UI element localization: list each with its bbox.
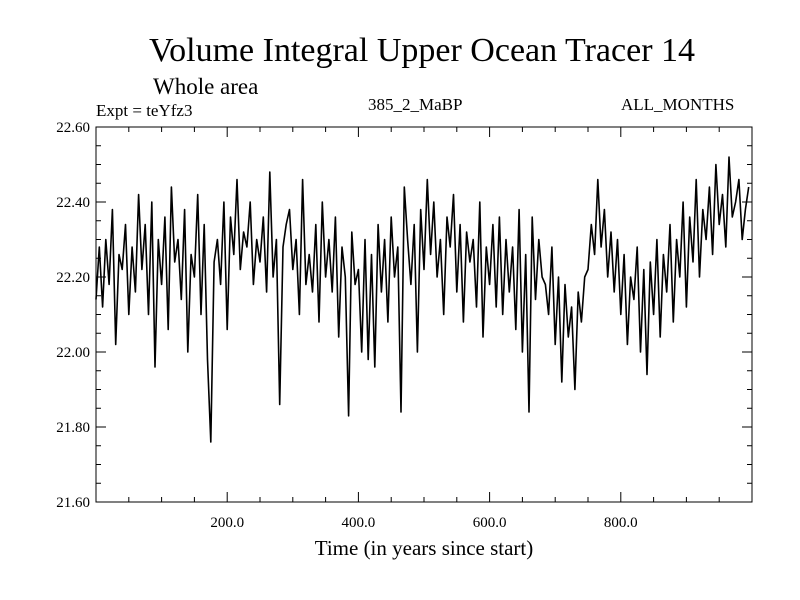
y-tick-label: 21.60	[56, 495, 90, 511]
x-axis-label: Time (in years since start)	[314, 536, 534, 560]
run-label: 385_2_MaBP	[368, 95, 463, 114]
series-line	[95, 156, 750, 443]
x-tick-label: 600.0	[473, 515, 507, 531]
y-tick-label: 22.60	[56, 120, 90, 136]
y-tick-label: 21.80	[56, 420, 90, 436]
chart-subtitle: Whole area	[153, 74, 259, 99]
axis-tick-labels: 200.0 400.0 600.0 800.0 21.60 21.80 22.00 22.20…	[56, 120, 637, 531]
experiment-label: Expt = teYfz3	[96, 101, 193, 120]
y-tick-label: 22.20	[56, 270, 90, 286]
months-label: ALL_MONTHS	[621, 95, 735, 114]
y-tick-label: 22.40	[56, 195, 90, 211]
chart-title: Volume Integral Upper Ocean Tracer 14	[148, 32, 696, 69]
x-tick-label: 200.0	[210, 515, 244, 531]
x-tick-label: 400.0	[342, 515, 376, 531]
axis-ticks	[96, 127, 752, 502]
x-tick-label: 800.0	[604, 515, 638, 531]
y-tick-label: 22.00	[56, 345, 90, 361]
